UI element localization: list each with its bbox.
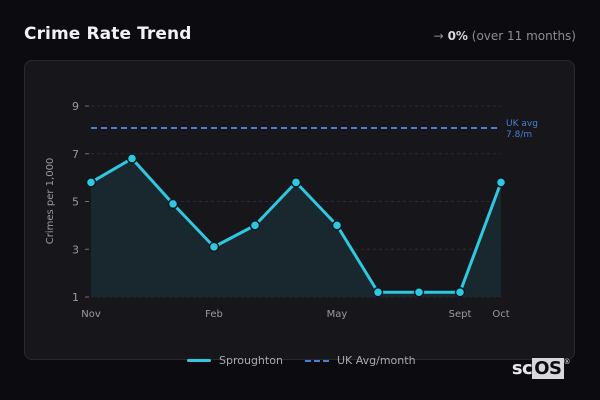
y-tick-label: 3 [72, 243, 79, 256]
y-tick-label: 5 [72, 196, 79, 209]
data-point[interactable] [454, 286, 466, 298]
y-tick-label: 9 [72, 100, 79, 113]
scos-logo: sc OS ® [512, 358, 570, 379]
arrow-right-icon: → [433, 29, 444, 43]
change-summary: → 0% (over 11 months) [434, 29, 576, 43]
x-tick-label: Nov [81, 309, 101, 320]
legend-label: Sproughton [219, 354, 283, 367]
y-tick-label: 7 [72, 148, 79, 161]
legend-dashed-line-icon [305, 359, 329, 362]
data-point[interactable] [290, 177, 302, 188]
logo-mark: ® [563, 358, 571, 366]
data-point[interactable] [85, 177, 97, 188]
legend-label: UK Avg/month [337, 354, 416, 367]
logo-prefix: sc [511, 358, 533, 379]
legend-item-uk-avg[interactable]: UK Avg/month [305, 354, 416, 367]
data-point[interactable] [249, 220, 261, 231]
change-period: (over 11 months) [471, 29, 576, 43]
logo-box: OS [532, 358, 564, 379]
area-fill [91, 158, 501, 297]
y-tick-label: 1 [72, 291, 79, 304]
chart-title: Crime Rate Trend [24, 24, 192, 44]
data-point[interactable] [495, 177, 507, 188]
legend-solid-line-icon [187, 359, 211, 362]
data-point[interactable] [167, 198, 179, 210]
data-point[interactable] [208, 241, 220, 253]
uk-avg-annotation: UK avg [506, 119, 538, 129]
uk-avg-annotation-value: 7.8/m [506, 130, 532, 140]
x-tick-label: Feb [205, 309, 223, 320]
x-tick-label: Sept [449, 309, 472, 320]
data-point[interactable] [331, 220, 343, 231]
change-value: 0% [447, 29, 468, 43]
data-point[interactable] [413, 286, 425, 298]
x-tick-label: Oct [492, 309, 509, 320]
y-axis-label: Crimes per 1,000 [45, 158, 56, 245]
data-point[interactable] [126, 153, 138, 164]
legend-item-sproughton[interactable]: Sproughton [187, 354, 283, 367]
x-tick-label: May [327, 309, 348, 320]
data-point[interactable] [372, 286, 384, 298]
